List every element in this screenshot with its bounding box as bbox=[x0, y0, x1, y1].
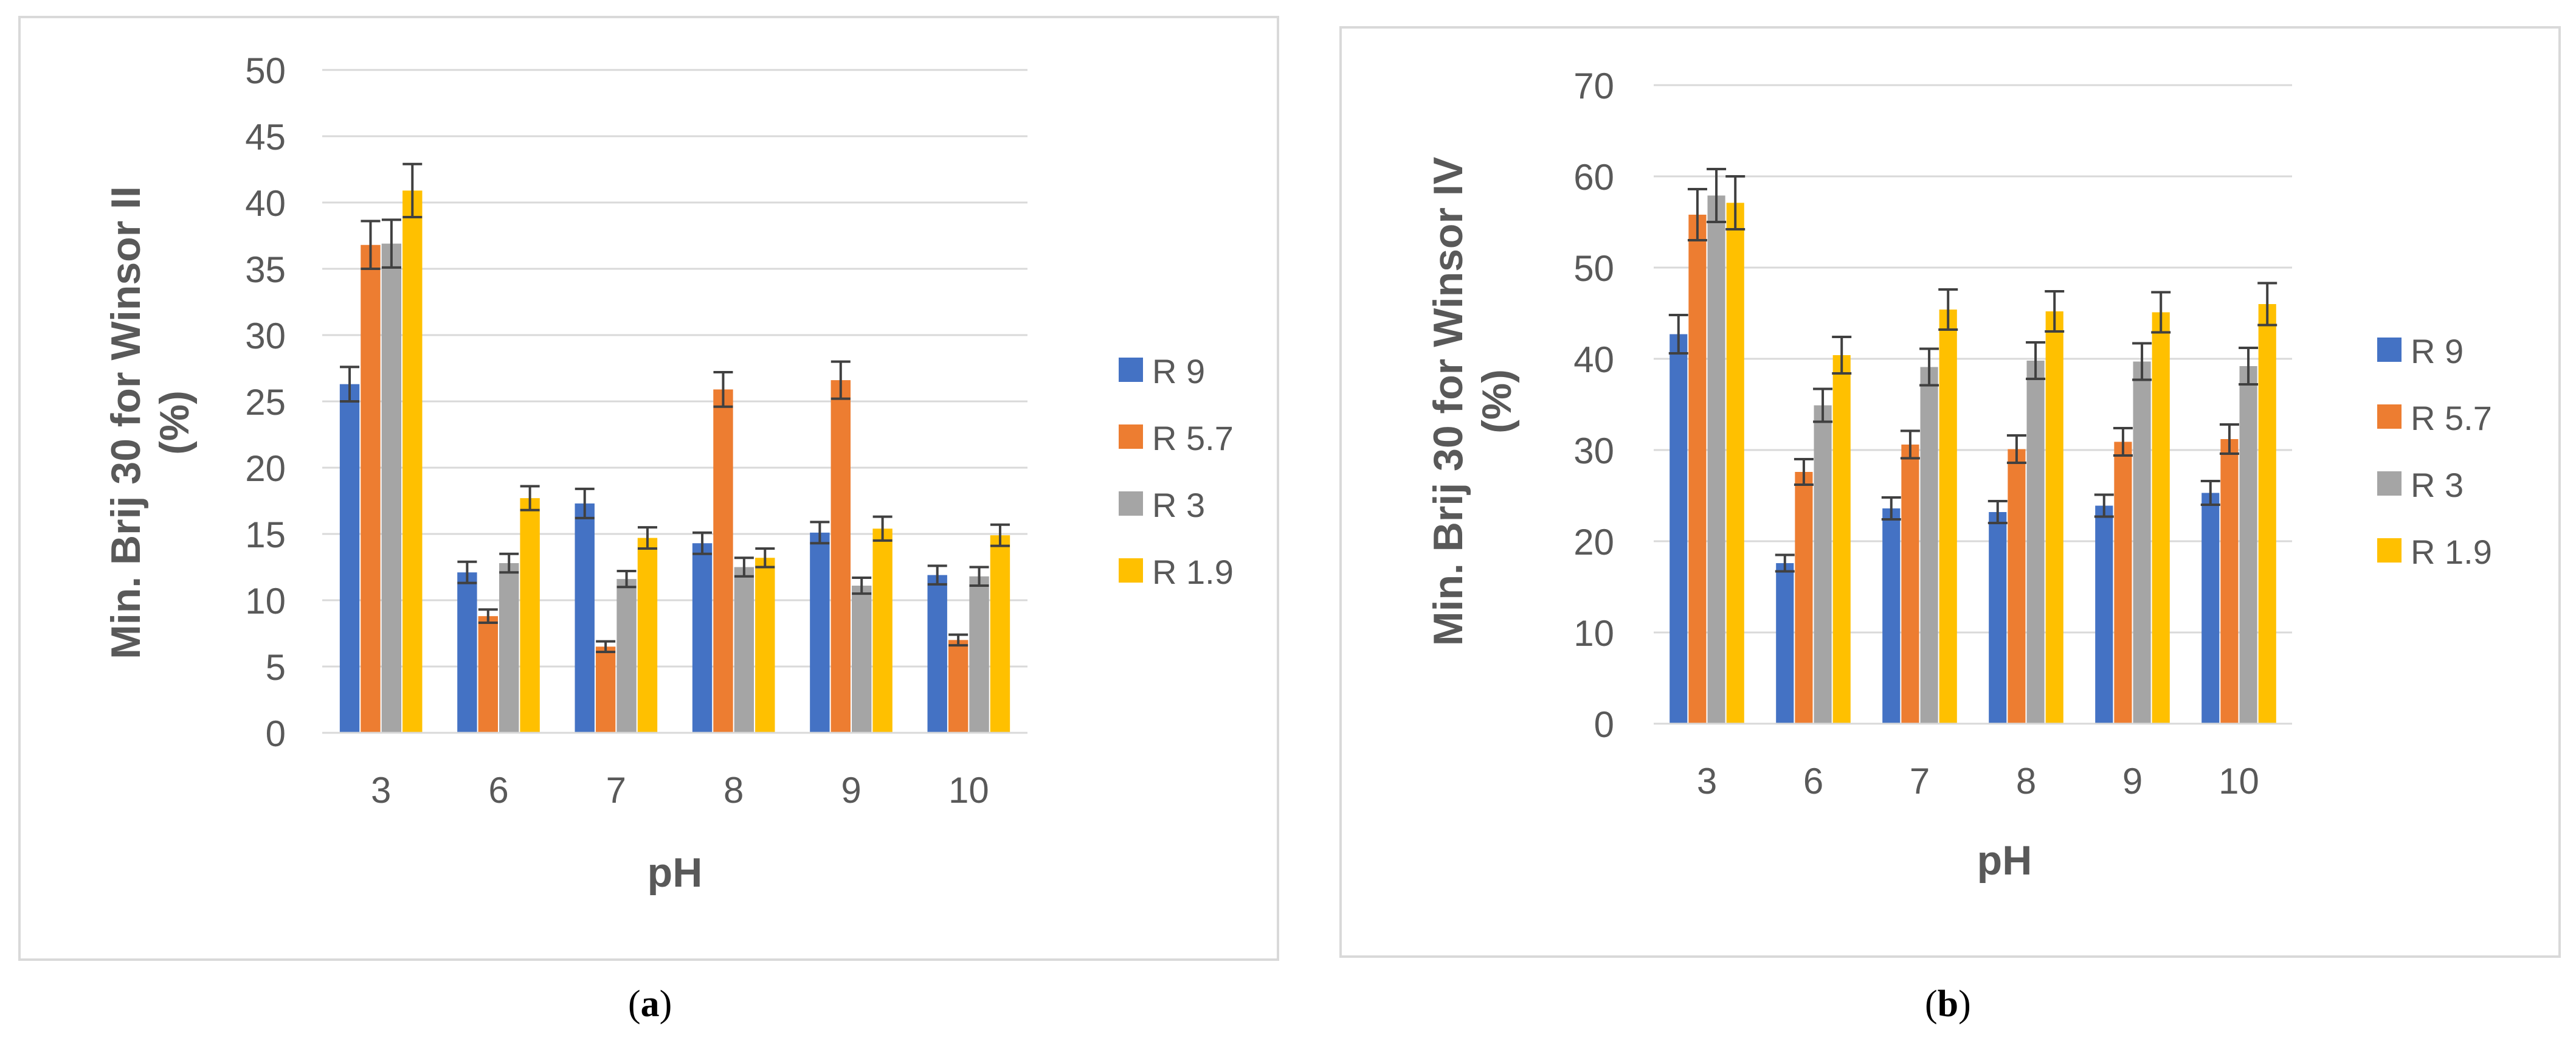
chart-a-frame bbox=[18, 16, 1279, 961]
chart-a-bar bbox=[927, 575, 947, 733]
chart-a-error-bar bbox=[381, 218, 401, 269]
chart-a-error-bar bbox=[948, 633, 969, 647]
chart-a-error-bar bbox=[830, 360, 851, 400]
chart-a-y-tick-label: 35 bbox=[245, 249, 286, 290]
chart-a-error-bar bbox=[852, 576, 872, 595]
chart-a-error-bar bbox=[402, 162, 423, 218]
chart-a-x-ticks: 3 6 7 8 9 10 bbox=[322, 732, 1027, 811]
chart-a-error-bar bbox=[596, 640, 616, 654]
chart-a-legend-entry: R 9 bbox=[1119, 352, 1205, 390]
chart-a-y-ticks: 0 5 10 15 20 25 30 35 40 45 50 bbox=[245, 50, 286, 754]
chart-a-x-tick-label: 3 bbox=[371, 770, 391, 811]
caption-a-close: ) bbox=[659, 983, 672, 1025]
chart-a-bar bbox=[361, 244, 381, 733]
chart-a-error-bar bbox=[520, 485, 540, 511]
chart-a-bar bbox=[713, 389, 733, 733]
chart-a-legend-swatch bbox=[1119, 424, 1143, 449]
chart-a-error-bar bbox=[755, 547, 775, 569]
chart-a-error-bar bbox=[713, 371, 733, 408]
chart-a-y-tick-label: 15 bbox=[245, 514, 286, 555]
chart-a-bar bbox=[575, 503, 595, 733]
chart-a-legend-swatch bbox=[1119, 558, 1143, 583]
chart-a-y-tick-label: 45 bbox=[245, 117, 286, 158]
chart-a-bar bbox=[478, 616, 498, 733]
chart-a-error-bar bbox=[734, 556, 754, 578]
caption-b: (b) bbox=[1925, 983, 1971, 1026]
chart-a-bar bbox=[990, 535, 1010, 733]
chart-a-x-tick-label: 6 bbox=[488, 770, 508, 811]
chart-a-bar bbox=[520, 498, 540, 733]
chart-a-bar bbox=[734, 567, 754, 733]
chart-a-bar bbox=[948, 640, 969, 733]
chart-a-bar bbox=[830, 380, 851, 733]
chart-a-legend-entry: R 1.9 bbox=[1119, 553, 1234, 591]
chart-a-gridlines bbox=[322, 69, 1027, 734]
chart-a-y-tick-label: 5 bbox=[266, 647, 286, 688]
chart-a-y-tick-label: 10 bbox=[245, 581, 286, 622]
caption-a-open: ( bbox=[628, 983, 641, 1025]
chart-a-error-bar bbox=[637, 526, 657, 550]
chart-a-error-bar bbox=[457, 560, 477, 584]
chart-a-error-bar bbox=[499, 552, 519, 574]
chart-a-error-bar bbox=[810, 521, 830, 545]
chart-a-bar bbox=[810, 532, 830, 733]
chart-a-bar bbox=[402, 190, 423, 733]
caption-a: (a) bbox=[628, 983, 672, 1026]
chart-a-bar bbox=[616, 579, 637, 733]
chart-a-error-bar bbox=[969, 566, 989, 587]
chart-a-bar bbox=[852, 586, 872, 733]
chart-a-legend-label: R 5.7 bbox=[1152, 419, 1234, 457]
chart-a-error-bar bbox=[575, 487, 595, 519]
chart-a-x-tick-label: 9 bbox=[841, 770, 861, 811]
chart-a-error-bar bbox=[927, 564, 947, 586]
chart-a-legend-label: R 9 bbox=[1152, 352, 1205, 390]
chart-a-x-tick-label: 7 bbox=[606, 770, 626, 811]
chart-a-ylabel-line2: (%) bbox=[151, 390, 198, 455]
chart-a-legend-swatch bbox=[1119, 491, 1143, 516]
chart-a-legend-entry: R 3 bbox=[1119, 486, 1205, 524]
chart-a-bar bbox=[755, 558, 775, 733]
chart-a-legend-entry: R 5.7 bbox=[1119, 419, 1234, 457]
chart-a-error-bar bbox=[692, 531, 713, 555]
chart-a-legend-swatch bbox=[1119, 358, 1143, 382]
chart-a-bar bbox=[339, 384, 360, 733]
chart-a-y-tick-label: 30 bbox=[245, 316, 286, 356]
chart-a-bar bbox=[872, 528, 893, 733]
chart-a-error-bar bbox=[616, 570, 637, 589]
chart-a-bar bbox=[637, 538, 658, 733]
chart-a-bar bbox=[499, 563, 519, 733]
caption-a-letter: a bbox=[640, 983, 660, 1025]
chart-a-error-bar bbox=[990, 523, 1010, 547]
chart-a-y-tick-label: 40 bbox=[245, 183, 286, 224]
chart-a-x-tick-label: 10 bbox=[948, 770, 989, 811]
chart-a-bar bbox=[457, 572, 477, 733]
chart-a-error-bar bbox=[340, 365, 360, 403]
chart-a-legend-label: R 3 bbox=[1152, 486, 1205, 524]
caption-b-close: ) bbox=[1958, 983, 1971, 1025]
chart-a-bar bbox=[692, 543, 713, 733]
chart-a-y-tick-label: 25 bbox=[245, 382, 286, 423]
chart-a-error-bar bbox=[872, 515, 893, 542]
chart-a-x-tick-label: 8 bbox=[723, 770, 744, 811]
chart-a-legend-label: R 1.9 bbox=[1152, 553, 1234, 591]
chart-a-legend: R 9 R 5.7 R 3 R 1.9 bbox=[1119, 352, 1234, 591]
chart-a-bar bbox=[381, 243, 402, 733]
chart-a-y-tick-label: 0 bbox=[266, 713, 286, 754]
chart-a-error-bar bbox=[478, 608, 498, 625]
chart-a-bar bbox=[595, 646, 616, 733]
chart-a-y-tick-label: 50 bbox=[245, 50, 286, 91]
caption-b-letter: b bbox=[1937, 983, 1959, 1025]
chart-a-y-tick-label: 20 bbox=[245, 448, 286, 489]
chart-a-bar bbox=[969, 576, 989, 733]
chart-a-xlabel: pH bbox=[647, 850, 703, 896]
chart-a-ylabel-line1: Min. Brij 30 for Winsor II bbox=[103, 186, 149, 659]
chart-a-bars bbox=[339, 162, 1010, 733]
caption-b-open: ( bbox=[1925, 983, 1938, 1025]
chart-a-error-bar bbox=[361, 220, 381, 270]
